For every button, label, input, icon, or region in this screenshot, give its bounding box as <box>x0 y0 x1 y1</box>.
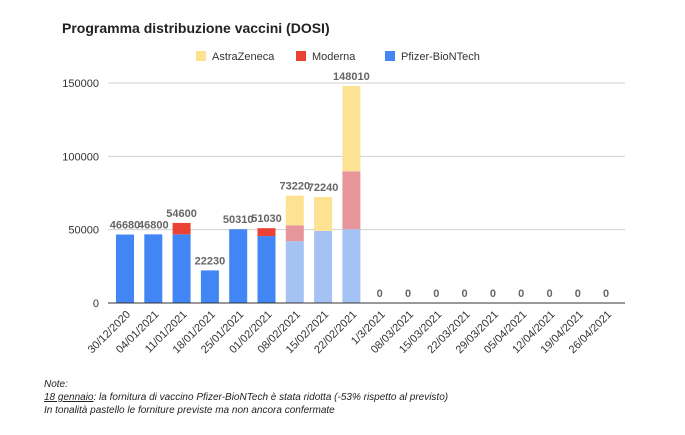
data-label: 46800 <box>138 219 169 231</box>
legend-label: AstraZeneca <box>212 51 275 63</box>
data-label: 0 <box>518 288 524 300</box>
bar-pfizer-biontech <box>116 234 134 303</box>
data-label: 0 <box>546 288 552 300</box>
bar-pfizer-biontech <box>285 241 304 303</box>
legend-swatch <box>196 51 206 61</box>
notes-line-1: 18 gennaio: la fornitura di vaccino Pfiz… <box>44 391 448 404</box>
bar-moderna <box>172 222 191 235</box>
data-label: 0 <box>405 288 411 300</box>
notes-line-2: In tonalità pastello le forniture previs… <box>44 405 335 416</box>
data-label: 0 <box>377 288 383 300</box>
y-tick-label: 100000 <box>62 151 99 163</box>
bar-pfizer-biontech <box>200 270 219 303</box>
y-tick-label: 50000 <box>68 225 99 237</box>
notes-date: 18 gennaio <box>44 392 94 403</box>
legend-swatch <box>385 51 395 61</box>
data-label: 73220 <box>280 181 311 193</box>
data-label: 50310 <box>223 214 254 226</box>
data-label: 22230 <box>195 255 226 267</box>
bar-pfizer-biontech <box>314 230 333 303</box>
y-tick-label: 150000 <box>62 78 99 90</box>
y-tick-label: 0 <box>93 298 99 310</box>
legend-label: Moderna <box>312 51 356 63</box>
data-label: 51030 <box>251 213 282 225</box>
bar-astrazeneca <box>342 85 361 172</box>
data-label: 148010 <box>333 71 370 83</box>
bar-moderna <box>285 225 304 242</box>
data-label: 0 <box>433 288 439 300</box>
bar-pfizer-biontech <box>342 229 361 303</box>
bar-astrazeneca <box>314 197 333 231</box>
bar-pfizer-biontech <box>144 234 163 303</box>
bar-pfizer-biontech <box>229 229 248 303</box>
data-label: 54600 <box>166 208 197 220</box>
notes: Note: 18 gennaio: la fornitura di vaccin… <box>44 378 448 417</box>
bar-pfizer-biontech <box>172 234 191 303</box>
notes-line-1-text: : la fornitura di vaccino Pfizer-BioNTec… <box>93 392 449 403</box>
data-label: 0 <box>603 288 609 300</box>
data-label: 0 <box>462 288 468 300</box>
data-label: 72240 <box>308 182 339 194</box>
legend-swatch <box>296 51 306 61</box>
legend-label: Pfizer-BioNTech <box>401 51 480 63</box>
bar-pfizer-biontech <box>257 236 276 303</box>
bar-astrazeneca <box>285 195 304 226</box>
data-label: 0 <box>575 288 581 300</box>
data-label: 46680 <box>110 220 141 232</box>
chart-title: Programma distribuzione vaccini (DOSI) <box>62 20 330 36</box>
bar-moderna <box>257 228 276 237</box>
data-label: 0 <box>490 288 496 300</box>
bar-moderna <box>342 171 361 230</box>
notes-heading: Note: <box>44 379 68 390</box>
